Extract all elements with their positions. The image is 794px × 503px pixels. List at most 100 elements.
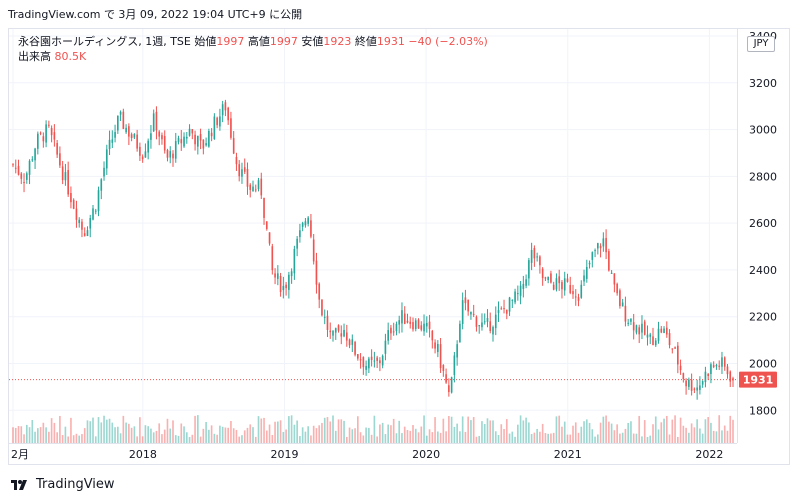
candle-body: [208, 131, 210, 147]
candle-body: [547, 276, 549, 281]
volume-bar: [147, 426, 149, 443]
candle-body: [205, 143, 207, 146]
candle-body: [572, 291, 574, 295]
candle-body: [271, 246, 274, 271]
candle-body: [660, 328, 663, 333]
change-value: −40 (−2.03%): [408, 35, 488, 48]
volume-bar: [489, 420, 492, 443]
candle-body: [395, 323, 398, 332]
candle-body: [417, 319, 420, 329]
volume-bar: [718, 415, 721, 443]
candle-body: [652, 336, 654, 346]
symbol-label[interactable]: 永谷園ホールディングス, 1週, TSE: [18, 35, 191, 48]
candle-body: [646, 334, 649, 338]
legend-row-ohlc: 永谷園ホールディングス, 1週, TSE 始値1997 高値1997 安値192…: [18, 34, 488, 49]
candle-body: [238, 164, 241, 177]
volume-bar: [569, 434, 572, 443]
volume-bar: [376, 436, 378, 443]
volume-bar: [696, 419, 698, 443]
candle-body: [376, 357, 378, 361]
candle-body: [539, 256, 541, 266]
volume-bar: [420, 426, 423, 443]
candle-body: [260, 178, 263, 196]
volume-bar: [505, 419, 508, 443]
volume-bar: [246, 427, 249, 443]
volume-bar: [61, 435, 64, 443]
y-tick-label: 2400: [749, 264, 777, 277]
volume-bar: [268, 424, 271, 443]
volume-bar: [345, 436, 348, 443]
volume-bar: [166, 418, 169, 443]
volume-bar: [649, 435, 652, 443]
candle-body: [591, 252, 594, 260]
candle-body: [345, 332, 348, 341]
candle-body: [61, 166, 64, 180]
candle-body: [668, 333, 671, 346]
x-tick-label: 2019: [270, 448, 298, 461]
volume-bar: [668, 434, 671, 443]
volume-bar: [81, 433, 83, 443]
volume-bar: [368, 427, 370, 443]
volume-bar: [144, 425, 147, 443]
candle-body: [481, 322, 483, 328]
volume-bar: [428, 429, 431, 443]
y-tick-label: 2000: [749, 357, 777, 370]
volume-bar: [230, 420, 232, 443]
candle-body: [566, 278, 569, 282]
candle-body: [177, 138, 180, 143]
candle-body: [285, 284, 287, 289]
candle-body: [75, 208, 78, 220]
volume-bar: [660, 422, 663, 443]
candle-body: [304, 221, 307, 226]
candle-body: [459, 323, 461, 343]
candlestick-chart[interactable]: 1800200022002400260028003000320034002月20…: [9, 29, 789, 464]
volume-bar: [470, 420, 472, 443]
candle-body: [528, 260, 530, 279]
volume-bar: [191, 434, 194, 443]
candle-body: [174, 141, 177, 159]
volume-bar: [365, 427, 367, 443]
candle-body: [139, 146, 141, 156]
volume-bar: [414, 428, 417, 443]
candle-body: [563, 278, 566, 291]
candle-body: [489, 321, 492, 332]
volume-bar: [550, 433, 552, 443]
candle-body: [519, 285, 522, 296]
volume-bar: [723, 425, 726, 443]
candle-body: [334, 328, 337, 333]
candle-body: [348, 339, 351, 346]
volume-bar: [497, 434, 500, 443]
volume-bar: [370, 434, 373, 443]
volume-bar: [657, 429, 660, 443]
candle-body: [185, 136, 188, 139]
volume-bar: [439, 432, 442, 443]
chart-panel[interactable]: 1800200022002400260028003000320034002月20…: [8, 28, 790, 465]
y-tick-label: 2600: [749, 217, 777, 230]
volume-bar: [594, 436, 596, 443]
candle-body: [621, 302, 624, 307]
close-value: 1931: [376, 35, 405, 48]
volume-bar: [395, 433, 398, 443]
volume-bar: [332, 415, 334, 443]
candle-body: [442, 365, 445, 371]
candle-body: [610, 272, 613, 274]
candle-body: [243, 167, 246, 172]
candle-body: [445, 374, 447, 383]
candle-body: [370, 356, 373, 360]
candle-body: [288, 274, 290, 290]
volume-bar: [583, 421, 585, 443]
candle-body: [136, 134, 138, 149]
volume-bar: [630, 421, 632, 443]
y-tick-label: 3200: [749, 77, 777, 90]
volume-bar: [14, 427, 17, 443]
candle-body: [144, 151, 147, 158]
volume-bar: [252, 427, 254, 443]
low-value: 1923: [323, 35, 352, 48]
currency-badge[interactable]: JPY: [747, 36, 775, 52]
footer-brand[interactable]: TradingView: [8, 477, 115, 492]
candle-body: [373, 360, 376, 362]
candle-body: [420, 325, 423, 330]
volume-bar: [64, 426, 67, 443]
candle-body: [357, 354, 359, 359]
candle-body: [312, 239, 315, 262]
